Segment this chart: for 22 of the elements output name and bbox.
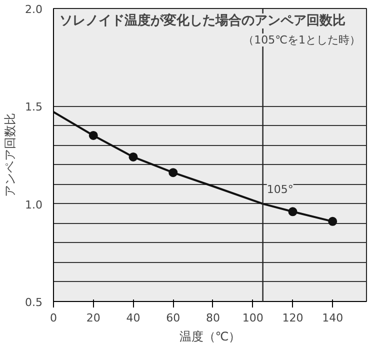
y-tick-label: 1.5	[25, 100, 43, 114]
x-tick-label: 60	[166, 312, 180, 324]
x-tick-label: 0	[50, 312, 57, 324]
x-tick-label: 40	[126, 312, 140, 324]
x-axis-title: 温度（℃）	[179, 330, 241, 344]
point	[128, 152, 138, 162]
x-tick-label: 100	[242, 312, 264, 324]
x-tick-label: 20	[86, 312, 100, 324]
text: （105℃を1とした時）	[243, 34, 361, 46]
x-tick-label: 120	[282, 312, 304, 324]
point	[328, 216, 338, 226]
y-axis-title: アンペア回数比	[3, 113, 18, 197]
ref-line-label: 105°	[266, 182, 294, 196]
x-tick-label: 80	[206, 312, 220, 324]
y-tick-label: 1.0	[25, 198, 43, 212]
y-tick-label: 2.0	[25, 3, 43, 16]
point	[168, 168, 178, 178]
y-tick-label: 0.5	[25, 296, 43, 309]
chart-title: ソレノイド温度が変化した場合のアンペア回数比	[60, 12, 346, 28]
point	[288, 207, 298, 216]
x-tick-label: 140	[322, 312, 344, 324]
point	[88, 130, 98, 140]
